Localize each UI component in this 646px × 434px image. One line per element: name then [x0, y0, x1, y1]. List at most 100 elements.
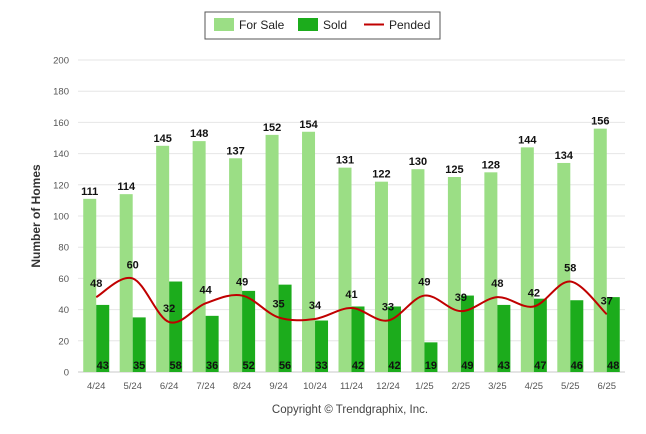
data-label-sold: 49	[461, 360, 473, 372]
x-tick-label: 2/25	[452, 381, 471, 392]
data-label-pended: 41	[345, 289, 357, 301]
data-label-for-sale: 128	[482, 159, 500, 171]
data-label-pended: 44	[200, 284, 213, 296]
x-tick-label: 9/24	[269, 381, 288, 392]
bar-for-sale	[302, 131, 316, 372]
x-tick-label: 3/25	[488, 381, 507, 392]
data-label-pended: 35	[272, 298, 284, 310]
bar-for-sale	[229, 158, 243, 372]
y-axis-ticks: 0 20 40 60 80 100 120 140 160 180 200	[53, 56, 69, 379]
y-tick-label: 140	[53, 149, 69, 160]
bar-sold	[424, 342, 438, 372]
x-tick-label: 7/24	[196, 381, 215, 392]
y-tick-label: 20	[58, 336, 69, 347]
x-tick-label: 5/25	[561, 381, 580, 392]
data-label-pended: 60	[127, 259, 139, 271]
data-label-sold: 35	[133, 360, 145, 372]
x-tick-label: 11/24	[340, 381, 363, 392]
data-label-pended: 34	[309, 300, 322, 312]
bar-sold	[132, 317, 146, 372]
data-label-sold: 56	[279, 360, 291, 372]
data-label-for-sale: 130	[409, 156, 427, 168]
x-tick-label: 8/24	[233, 381, 252, 392]
bar-for-sale	[156, 145, 170, 372]
data-label-for-sale: 125	[445, 164, 463, 176]
pended-line-layer	[95, 276, 608, 324]
data-label-for-sale: 114	[117, 181, 136, 193]
bar-for-sale	[374, 181, 388, 372]
bar-for-sale	[447, 177, 461, 372]
y-axis-label: Number of Homes	[29, 164, 43, 268]
bar-sold	[242, 290, 256, 372]
y-tick-label: 60	[58, 274, 69, 285]
bar-sold	[533, 298, 547, 372]
data-label-sold: 43	[498, 360, 510, 372]
bar-sold	[315, 320, 329, 372]
y-tick-label: 0	[64, 368, 69, 379]
bar-sold	[497, 304, 511, 372]
x-tick-label: 6/25	[598, 381, 617, 392]
x-tick-label: 12/24	[376, 381, 400, 392]
data-label-sold: 43	[97, 360, 109, 372]
bar-sold	[205, 315, 219, 372]
data-label-sold: 47	[534, 360, 546, 372]
data-label-pended: 48	[491, 278, 503, 290]
data-label-pended: 42	[528, 287, 540, 299]
legend-swatch-for-sale	[214, 18, 234, 31]
bar-sold	[570, 300, 584, 372]
y-tick-label: 40	[58, 305, 69, 316]
bar-for-sale	[265, 134, 279, 372]
data-label-sold: 46	[571, 360, 583, 372]
y-tick-label: 180	[53, 87, 69, 98]
x-axis-ticks: 4/24 5/24 6/24 7/24 8/24 9/24 10/24 11/24 12/24 1…	[87, 381, 616, 392]
data-label-pended: 33	[382, 302, 394, 314]
data-label-for-sale: 154	[299, 119, 318, 131]
data-label-pended: 48	[90, 278, 102, 290]
x-tick-label: 4/25	[525, 381, 544, 392]
data-label-for-sale: 145	[153, 133, 171, 145]
bar-sold	[169, 281, 183, 372]
data-label-for-sale: 152	[263, 122, 281, 134]
x-tick-label: 5/24	[123, 381, 142, 392]
data-label-for-sale: 131	[336, 155, 354, 167]
legend-box	[204, 11, 441, 40]
data-label-sold: 52	[242, 360, 254, 372]
data-label-pended: 49	[236, 277, 248, 289]
bar-for-sale	[338, 167, 352, 372]
data-label-sold: 33	[315, 360, 327, 372]
bar-sold	[278, 284, 292, 372]
y-tick-label: 100	[53, 212, 69, 223]
data-label-layer: 111 43 114 35 145 58 148 36 137 52 152 56 154 33 131 42…	[81, 116, 619, 372]
bar-sold	[351, 306, 365, 372]
data-label-for-sale: 122	[372, 169, 390, 181]
bar-for-sale	[83, 198, 97, 372]
data-label-pended: 49	[418, 277, 430, 289]
bar-for-sale	[192, 141, 206, 372]
legend-label-for-sale: For Sale	[239, 18, 285, 32]
data-label-for-sale: 144	[518, 134, 537, 146]
data-label-for-sale: 156	[591, 116, 609, 128]
data-label-sold: 36	[206, 360, 218, 372]
x-tick-label: 1/25	[415, 381, 434, 392]
data-label-for-sale: 134	[555, 150, 574, 162]
y-tick-label: 160	[53, 118, 69, 129]
pended-line	[95, 276, 608, 324]
x-tick-label: 6/24	[160, 381, 179, 392]
x-tick-label: 4/24	[87, 381, 106, 392]
y-tick-label: 200	[53, 56, 69, 67]
data-label-for-sale: 148	[190, 128, 208, 140]
bar-sold	[606, 297, 620, 372]
data-label-for-sale: 111	[81, 186, 98, 198]
data-label-sold: 42	[352, 360, 364, 372]
data-label-pended: 39	[455, 292, 467, 304]
bar-for-sale	[119, 194, 133, 372]
data-label-sold: 48	[607, 360, 619, 372]
bar-for-sale	[484, 172, 498, 372]
bar-for-sale	[593, 128, 607, 372]
bar-sold	[387, 306, 401, 372]
data-label-sold: 42	[388, 360, 400, 372]
bar-sold	[96, 304, 110, 372]
bar-for-sale	[411, 169, 425, 372]
